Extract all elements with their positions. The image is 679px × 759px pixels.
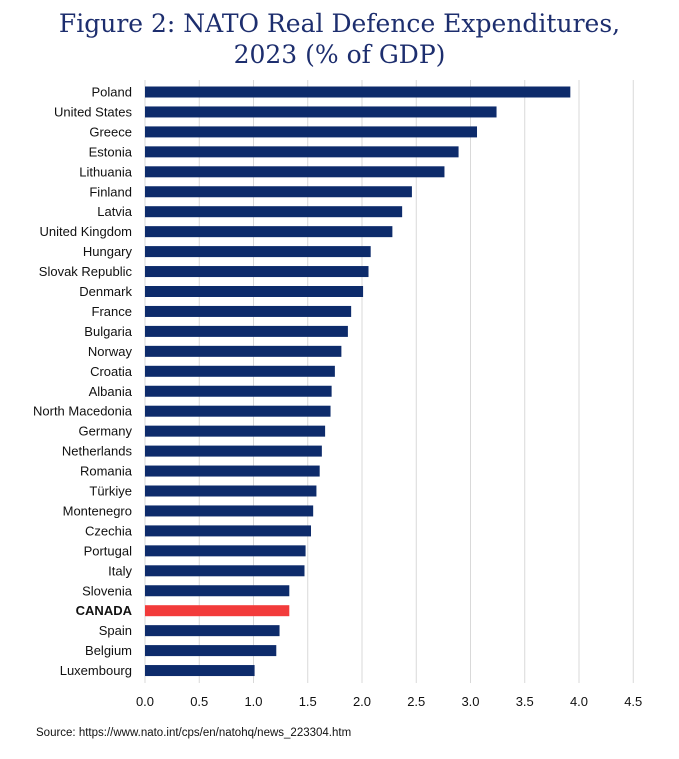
chart-title-line2: 2023 (% of GDP) — [233, 40, 446, 69]
bar — [145, 405, 331, 417]
bar — [145, 385, 332, 397]
bar — [145, 206, 403, 218]
x-tick-label: 3.0 — [461, 694, 479, 709]
bar — [145, 365, 335, 377]
x-tick-label: 0.5 — [190, 694, 208, 709]
bar — [145, 325, 348, 337]
category-label: Hungary — [83, 244, 133, 259]
bar — [145, 545, 306, 557]
bar — [145, 246, 371, 258]
category-label: Bulgaria — [84, 324, 132, 339]
bar — [145, 505, 314, 517]
bar — [145, 485, 317, 497]
category-label: Denmark — [79, 284, 132, 299]
category-label: Norway — [88, 344, 133, 359]
category-label: Belgium — [85, 643, 132, 658]
x-axis-ticks: 0.0 0.5 1.0 1.5 2.0 2.5 3.0 3.5 4.0 4.5 — [136, 694, 642, 709]
x-tick-label: 3.5 — [516, 694, 534, 709]
category-label: Montenegro — [63, 503, 132, 518]
bar — [145, 286, 364, 297]
bar — [145, 86, 571, 98]
bar — [145, 525, 312, 537]
category-label: Finland — [89, 184, 132, 199]
bar — [145, 605, 290, 617]
category-label: Portugal — [84, 543, 133, 558]
category-label: Romania — [80, 464, 133, 479]
bar — [145, 465, 320, 477]
category-label: United Kingdom — [40, 224, 133, 239]
category-label: Luxembourg — [60, 663, 132, 678]
x-tick-label: 0.0 — [136, 694, 154, 709]
bar — [145, 146, 459, 158]
chart-title: Figure 2: NATO Real Defence Expenditures… — [0, 8, 679, 70]
source-note: Source: https://www.nato.int/cps/en/nato… — [36, 727, 352, 739]
bar — [145, 665, 255, 677]
x-tick-label: 4.0 — [570, 694, 588, 709]
x-tick-label: 2.5 — [407, 694, 425, 709]
category-label: Netherlands — [62, 444, 133, 459]
category-label: Slovenia — [82, 583, 133, 598]
category-label: Slovak Republic — [39, 264, 133, 279]
bar — [145, 625, 280, 637]
category-label: Türkiye — [89, 484, 132, 499]
bar — [145, 345, 342, 357]
category-label: Poland — [92, 85, 132, 100]
bar — [145, 565, 305, 577]
x-tick-label: 2.0 — [353, 694, 371, 709]
category-label: Latvia — [97, 204, 132, 219]
gridlines — [144, 80, 634, 683]
bar-chart: Poland United States Greece Estonia Lithuani… — [33, 80, 642, 709]
x-tick-label: 1.5 — [299, 694, 317, 709]
category-label: Greece — [89, 124, 132, 139]
category-label: Lithuania — [79, 164, 133, 179]
bar — [145, 445, 322, 457]
category-label: Estonia — [89, 144, 133, 159]
bar — [145, 226, 393, 238]
bar — [145, 106, 497, 118]
bars — [145, 86, 571, 677]
bar — [145, 585, 290, 597]
category-label: Albania — [89, 384, 133, 399]
x-tick-label: 4.5 — [624, 694, 642, 709]
bar — [145, 305, 352, 317]
category-label: Spain — [99, 623, 132, 638]
category-label: North Macedonia — [33, 404, 133, 419]
x-tick-label: 1.0 — [244, 694, 262, 709]
bar — [145, 645, 277, 657]
bar — [145, 425, 326, 437]
category-label: Italy — [108, 563, 132, 578]
bar — [145, 126, 478, 138]
bar — [145, 166, 445, 178]
category-label: United States — [54, 104, 133, 119]
category-label: Germany — [79, 424, 133, 439]
category-labels: Poland United States Greece Estonia Lithuani… — [33, 85, 133, 679]
category-label: Croatia — [90, 364, 133, 379]
category-label: Czechia — [85, 523, 133, 538]
category-label: CANADA — [76, 603, 133, 618]
category-label: France — [92, 304, 132, 319]
bar — [145, 266, 369, 278]
chart-title-line1: Figure 2: NATO Real Defence Expenditures… — [58, 9, 621, 38]
bar — [145, 186, 412, 198]
